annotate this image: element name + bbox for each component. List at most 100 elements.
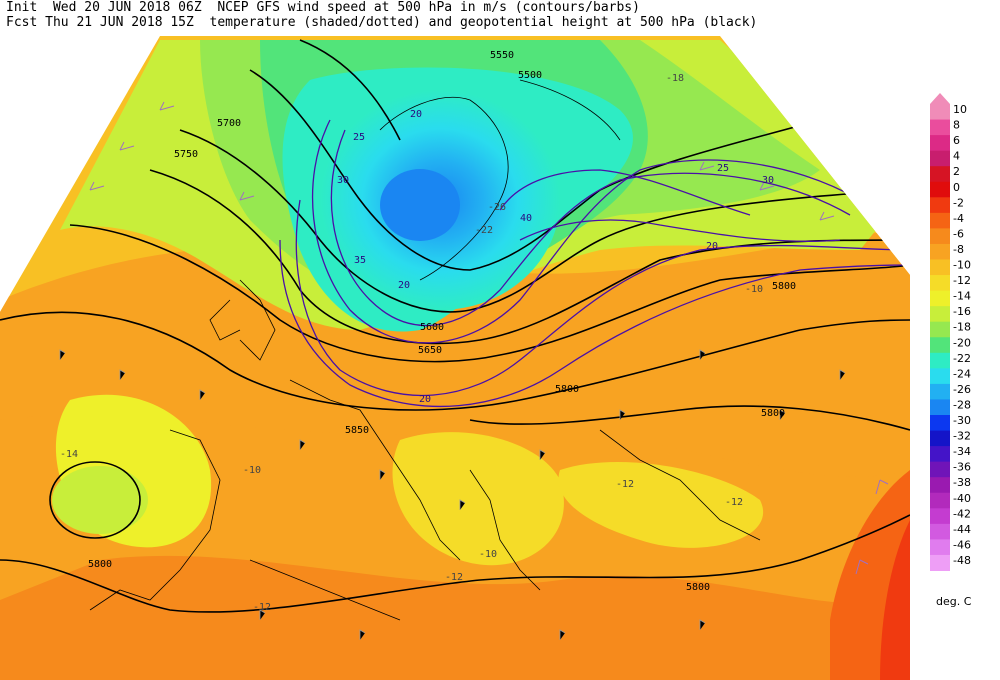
colorbar-swatch [930, 368, 950, 385]
wind-label: 30 [337, 175, 349, 186]
colorbar-top-arrow [930, 93, 950, 104]
colorbar-label: -20 [953, 336, 971, 349]
coastlines [89, 79, 761, 621]
wind-label: 25 [353, 132, 365, 143]
colorbar-label: -48 [953, 554, 971, 567]
height-label: 5800 [772, 281, 796, 292]
height-label: 5850 [345, 425, 369, 436]
height-label: 5550 [490, 50, 514, 61]
colorbar-label: 10 [953, 103, 967, 116]
light-wind-barbs [59, 349, 846, 640]
colorbar-swatch [930, 135, 950, 152]
temp-label: -18 [666, 73, 684, 84]
colorbar-swatch [930, 228, 950, 245]
height-label: 5600 [420, 322, 444, 333]
wind-label: 25 [717, 163, 729, 174]
colorbar-unit: deg. C [936, 595, 972, 608]
colorbar-swatch [930, 508, 950, 525]
height-label: 5800 [88, 559, 112, 570]
colorbar-label: 2 [953, 165, 960, 178]
temp-label: -26 [488, 202, 506, 213]
colorbar-swatch [930, 523, 950, 540]
colorbar-label: 0 [953, 181, 960, 194]
temp-label: -12 [725, 497, 743, 508]
colorbar-swatch [930, 275, 950, 292]
temp-label: -12 [445, 572, 463, 583]
colorbar-swatch [930, 166, 950, 183]
colorbar-label: -38 [953, 476, 971, 489]
colorbar-swatch [930, 492, 950, 509]
colorbar-label: -26 [953, 383, 971, 396]
wind-barbs [89, 101, 889, 575]
colorbar-swatch [930, 119, 950, 136]
colorbar-swatch [930, 212, 950, 229]
temp-label: -10 [479, 549, 497, 560]
header-forecast-line: Fcst Thu 21 JUN 2018 15Z temperature (sh… [6, 15, 758, 30]
wind-label: 20 [419, 394, 431, 405]
height-contours [0, 39, 910, 613]
colorbar-label: -46 [953, 538, 971, 551]
colorbar-swatch [930, 477, 950, 494]
height-contour-labels: 5500 5550 5600 5650 5700 5750 5800 5850 … [88, 50, 796, 593]
colorbar-label: 4 [953, 150, 960, 163]
colorbar-swatch [930, 352, 950, 369]
colorbar-label: -6 [953, 227, 964, 240]
colorbar-swatch [930, 290, 950, 307]
colorbar-swatch [930, 259, 950, 276]
wind-contour-labels: 20 25 30 35 40 20 25 30 20 20 [337, 109, 774, 405]
colorbar-swatch [930, 430, 950, 447]
height-label: 5750 [174, 149, 198, 160]
colorbar-label: -32 [953, 430, 971, 443]
height-label: 5800 [555, 384, 579, 395]
colorbar-label: -42 [953, 507, 971, 520]
wind-label: 40 [520, 213, 532, 224]
header-init-line: Init Wed 20 JUN 2018 06Z NCEP GFS wind s… [6, 0, 640, 15]
colorbar-label: -12 [953, 274, 971, 287]
colorbar-label: -28 [953, 398, 971, 411]
height-label: 5650 [418, 345, 442, 356]
colorbar-label: -4 [953, 212, 964, 225]
colorbar-swatch [930, 337, 950, 354]
colorbar-swatch [930, 306, 950, 323]
colorbar-swatch [930, 321, 950, 338]
colorbar-label: 8 [953, 119, 960, 132]
wind-label: 20 [398, 280, 410, 291]
wind-speed-contours [279, 119, 910, 408]
colorbar-swatch [930, 415, 950, 432]
temp-label: -10 [745, 284, 763, 295]
colorbar-label: 6 [953, 134, 960, 147]
wind-label: 20 [410, 109, 422, 120]
colorbar-label: -2 [953, 196, 964, 209]
colorbar-label: -40 [953, 492, 971, 505]
temp-label: -12 [616, 479, 634, 490]
height-label: 5800 [761, 408, 785, 419]
height-label: 5700 [217, 118, 241, 129]
colorbar-swatch [930, 554, 950, 571]
temp-label: -12 [253, 602, 271, 613]
colorbar-label: -44 [953, 523, 971, 536]
wind-label: 30 [762, 175, 774, 186]
colorbar-label: -18 [953, 321, 971, 334]
colorbar-swatch [930, 446, 950, 463]
colorbar-swatch [930, 150, 950, 167]
wind-label: 20 [706, 241, 718, 252]
colorbar-swatch [930, 243, 950, 260]
colorbar-label: -14 [953, 290, 971, 303]
colorbar-label: -10 [953, 259, 971, 272]
colorbar-label: -22 [953, 352, 971, 365]
colorbar-swatch [930, 104, 950, 121]
temp-label: -10 [243, 465, 261, 476]
colorbar-swatch [930, 399, 950, 416]
wind-label: 35 [354, 255, 366, 266]
colorbar-label: -8 [953, 243, 964, 256]
colorbar-label: -30 [953, 414, 971, 427]
colorbar-swatch [930, 461, 950, 478]
colorbar-label: -34 [953, 445, 971, 458]
temperature-colorbar: 10 8 6 4 2 0 -2 -4 -6 -8 -10 -12 -14 -16 -18 -20 -22 -24 -… [930, 93, 971, 571]
colorbar-swatch [930, 383, 950, 400]
height-label: 5800 [686, 582, 710, 593]
colorbar-swatch [930, 539, 950, 556]
colorbar-swatch [930, 181, 950, 198]
